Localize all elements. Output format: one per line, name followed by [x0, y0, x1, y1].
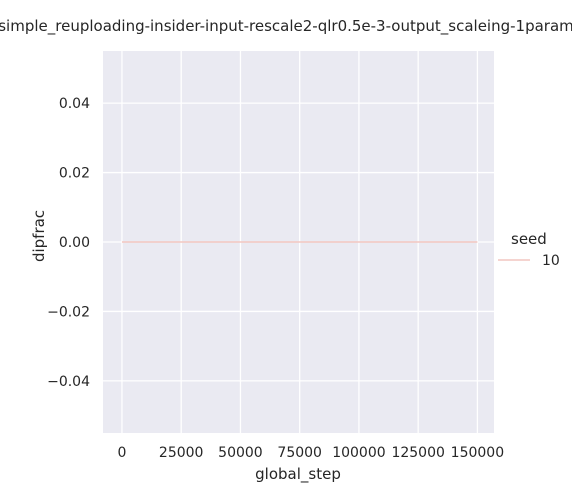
x-tick-label: 150000: [451, 445, 504, 461]
legend-title: seed: [511, 230, 547, 248]
y-axis-label: dipfrac: [30, 210, 48, 262]
y-tick-label: −0.04: [47, 374, 90, 390]
x-tick-label: 50000: [218, 445, 263, 461]
x-tick-label: 125000: [391, 445, 444, 461]
x-axis-label: global_step: [255, 465, 341, 484]
x-tick-label: 25000: [159, 445, 204, 461]
x-tick-label: 75000: [277, 445, 322, 461]
x-tick-labels: 0 25000 50000 75000 100000 125000 150000: [117, 445, 504, 461]
x-tick-label: 100000: [332, 445, 385, 461]
legend-entry-label: 10: [542, 253, 560, 269]
y-tick-labels: −0.04 −0.02 0.00 0.02 0.04: [47, 96, 90, 390]
x-tick-label: 0: [117, 445, 126, 461]
y-tick-label: 0.04: [59, 96, 90, 112]
y-tick-label: 0.00: [59, 235, 90, 251]
legend-entries: 10: [498, 253, 560, 269]
y-tick-label: −0.02: [47, 304, 90, 320]
legend: seed 10: [498, 230, 560, 269]
chart-title: -simple_reuploading-insider-input-rescal…: [0, 17, 572, 36]
y-tick-label: 0.02: [59, 166, 90, 182]
